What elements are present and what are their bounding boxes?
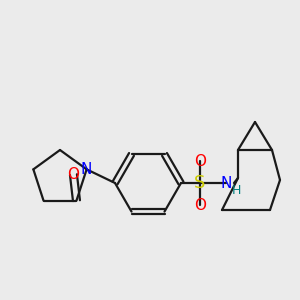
Text: S: S <box>194 174 206 192</box>
Text: N: N <box>81 162 92 177</box>
Text: O: O <box>68 167 80 182</box>
Text: O: O <box>194 197 206 212</box>
Text: H: H <box>231 184 241 197</box>
Text: O: O <box>194 154 206 169</box>
Text: N: N <box>220 176 232 190</box>
